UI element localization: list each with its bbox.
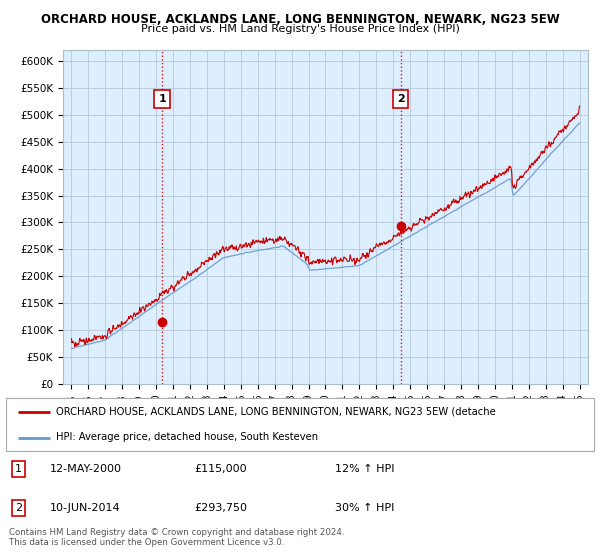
Text: Contains HM Land Registry data © Crown copyright and database right 2024.
This d: Contains HM Land Registry data © Crown c… (9, 528, 344, 547)
Text: 12-MAY-2000: 12-MAY-2000 (50, 464, 122, 474)
Text: £293,750: £293,750 (194, 503, 247, 513)
Text: 30% ↑ HPI: 30% ↑ HPI (335, 503, 395, 513)
Text: ORCHARD HOUSE, ACKLANDS LANE, LONG BENNINGTON, NEWARK, NG23 5EW: ORCHARD HOUSE, ACKLANDS LANE, LONG BENNI… (41, 13, 559, 26)
Text: HPI: Average price, detached house, South Kesteven: HPI: Average price, detached house, Sout… (56, 432, 318, 442)
Text: 1: 1 (158, 94, 166, 104)
Text: 12% ↑ HPI: 12% ↑ HPI (335, 464, 395, 474)
Text: 10-JUN-2014: 10-JUN-2014 (50, 503, 121, 513)
Text: 2: 2 (397, 94, 404, 104)
Text: £115,000: £115,000 (194, 464, 247, 474)
Text: ORCHARD HOUSE, ACKLANDS LANE, LONG BENNINGTON, NEWARK, NG23 5EW (detache: ORCHARD HOUSE, ACKLANDS LANE, LONG BENNI… (56, 407, 496, 417)
Text: 1: 1 (15, 464, 22, 474)
Text: Price paid vs. HM Land Registry's House Price Index (HPI): Price paid vs. HM Land Registry's House … (140, 24, 460, 34)
Text: 2: 2 (15, 503, 22, 513)
